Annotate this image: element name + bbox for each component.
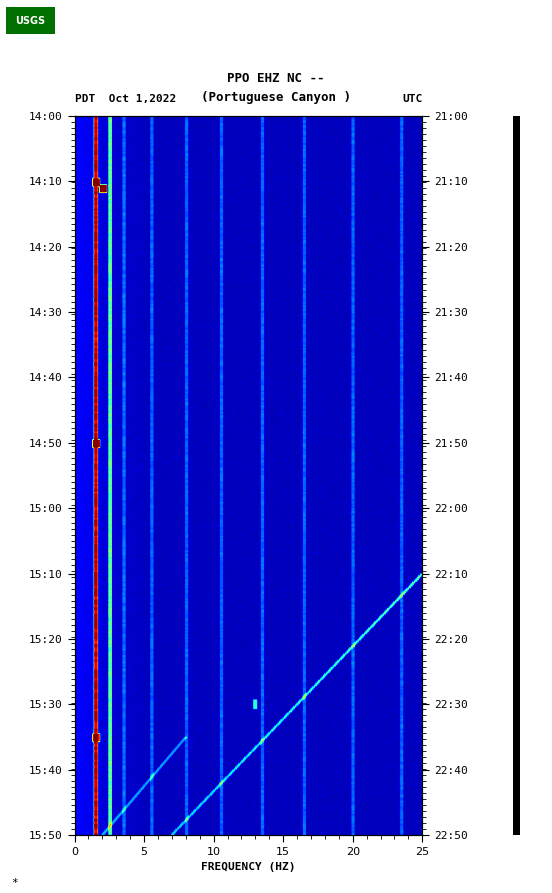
Text: *: * (11, 878, 18, 888)
Text: UTC: UTC (402, 95, 422, 104)
Text: PPO EHZ NC --: PPO EHZ NC -- (227, 71, 325, 85)
Text: (Portuguese Canyon ): (Portuguese Canyon ) (201, 91, 351, 104)
Text: PDT  Oct 1,2022: PDT Oct 1,2022 (75, 95, 176, 104)
X-axis label: FREQUENCY (HZ): FREQUENCY (HZ) (201, 863, 296, 872)
Text: USGS: USGS (15, 15, 45, 26)
